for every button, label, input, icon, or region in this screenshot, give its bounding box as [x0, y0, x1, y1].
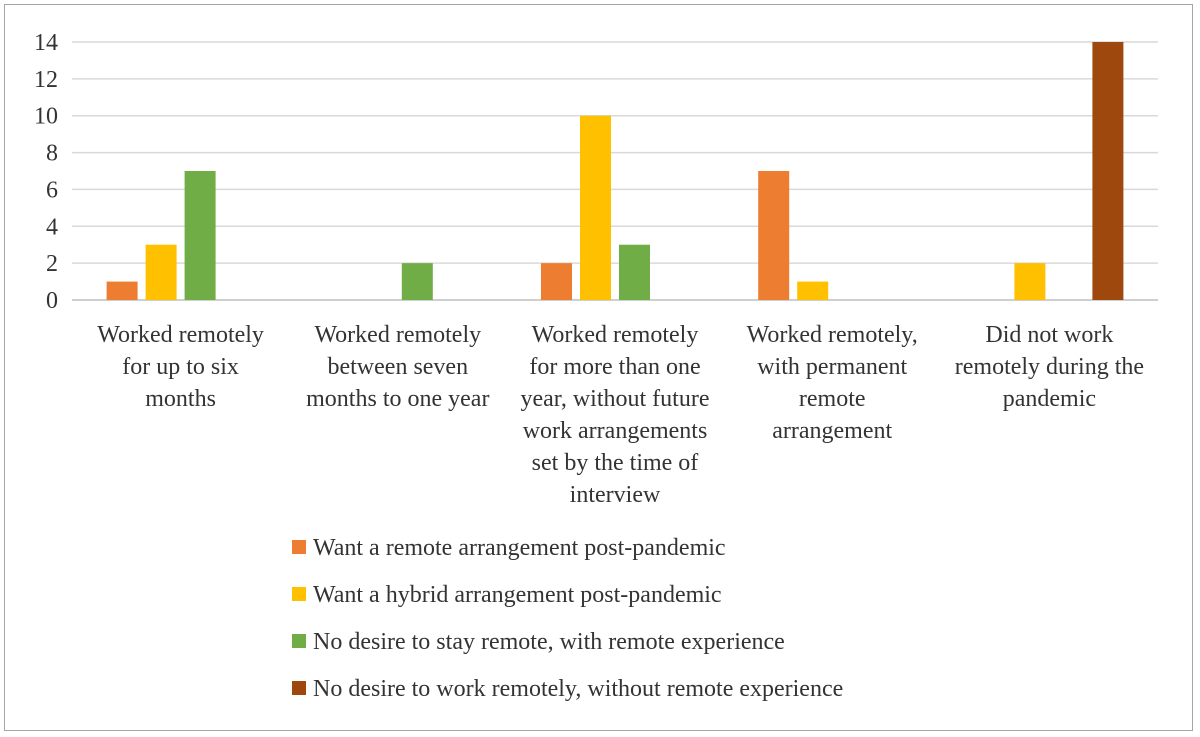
y-tick-label: 10: [34, 104, 58, 130]
category-label: Worked remotely for more than one year, wi…: [521, 322, 710, 508]
category-label-line: Worked remotely,: [747, 322, 918, 348]
bar-series1-cat3: [797, 281, 829, 300]
category-label-line: between seven: [327, 354, 468, 380]
legend-label-3: No desire to work remotely, without remo…: [313, 676, 843, 702]
legend-label-0: Want a remote arrangement post-pandemic: [313, 535, 726, 561]
x-axis-category-labels: Worked remotely for up to six monthsWorked…: [97, 322, 1144, 508]
category-label-line: for more than one: [529, 354, 700, 380]
category-label-line: arrangement: [772, 418, 892, 444]
category-label-line: interview: [570, 482, 661, 508]
category-label-line: remote: [799, 386, 866, 412]
bar-series0-cat0: [106, 281, 138, 300]
y-tick-label: 2: [46, 251, 58, 277]
y-tick-label: 6: [46, 177, 58, 203]
category-label-line: pandemic: [1003, 386, 1096, 412]
category-label-line: Worked remotely: [314, 322, 481, 348]
category-label-line: Did not work: [985, 322, 1113, 348]
category-label-line: year, without future: [521, 386, 710, 412]
y-tick-label: 4: [46, 214, 58, 240]
legend-label-1: Want a hybrid arrangement post-pandemic: [313, 582, 722, 608]
bar-series1-cat0: [145, 244, 177, 300]
bar-series1-cat2: [580, 115, 611, 300]
category-label: Worked remotely for up to six months: [97, 322, 264, 412]
y-tick-label: 8: [46, 141, 58, 167]
bar-series2-cat1: [401, 263, 433, 300]
legend: Want a remote arrangement post-pandemic W…: [292, 535, 843, 702]
category-label-line: remotely during the: [955, 354, 1144, 380]
bar-series0-cat3: [758, 171, 790, 300]
bar-series2-cat2: [619, 244, 650, 300]
legend-swatch-1: [292, 587, 306, 601]
legend-swatch-0: [292, 540, 306, 554]
bar-series0-cat2: [541, 263, 572, 300]
category-label-line: Worked remotely: [532, 322, 699, 348]
category-label-line: Worked remotely: [97, 322, 264, 348]
category-label-line: months: [145, 386, 216, 412]
category-label-line: with permanent: [757, 354, 907, 380]
bar-series3-cat4: [1092, 42, 1124, 300]
category-label: Worked remotely between seven months to on…: [306, 322, 489, 412]
legend-swatch-3: [292, 681, 306, 695]
category-label: Worked remotely, with permanent remote arra…: [747, 322, 918, 444]
category-label-line: months to one year: [306, 386, 489, 412]
y-axis-tick-labels: 0 2 4 6 8 10 12 14: [34, 30, 58, 314]
category-label-line: work arrangements: [523, 418, 708, 444]
category-label-line: set by the time of: [532, 450, 699, 476]
category-label: Did not work remotely during the pandemic: [955, 322, 1144, 412]
legend-label-2: No desire to stay remote, with remote ex…: [313, 629, 785, 655]
bar-series1-cat4: [1014, 263, 1046, 300]
y-tick-label: 0: [46, 288, 58, 314]
bars: [106, 42, 1124, 300]
bar-series2-cat0: [184, 171, 216, 300]
category-label-line: for up to six: [122, 354, 239, 380]
y-tick-label: 14: [34, 30, 58, 56]
y-tick-label: 12: [34, 67, 58, 93]
legend-swatch-2: [292, 634, 306, 648]
gridlines: [72, 41, 1158, 301]
